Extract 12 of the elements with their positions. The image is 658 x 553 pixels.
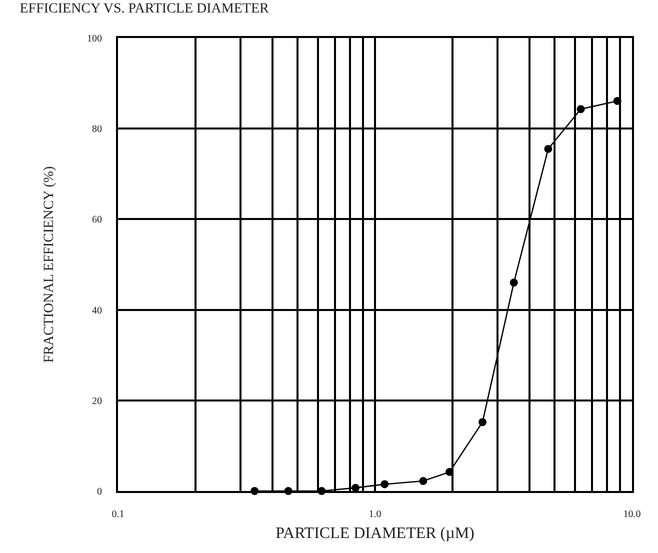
y-tick-label: 60 <box>92 214 102 226</box>
chart-title: EFFICIENCY VS. PARTICLE DIAMETER <box>20 2 270 17</box>
y-tick-label: 80 <box>92 124 102 136</box>
y-tick-label: 40 <box>92 305 102 316</box>
y-tick-label: 20 <box>92 396 102 407</box>
y-axis-title: FRACTIONAL EFFICIENCY (%) <box>42 166 58 363</box>
y-tick-label: 100 <box>87 34 102 44</box>
x-axis-title: PARTICLE DIAMETER (µM) <box>276 525 474 542</box>
y-tick-label: 0 <box>97 486 102 498</box>
x-tick-label: 10.0 <box>623 509 641 520</box>
x-tick-label: 0.1 <box>112 509 124 520</box>
x-tick-label: 1.0 <box>368 509 382 520</box>
